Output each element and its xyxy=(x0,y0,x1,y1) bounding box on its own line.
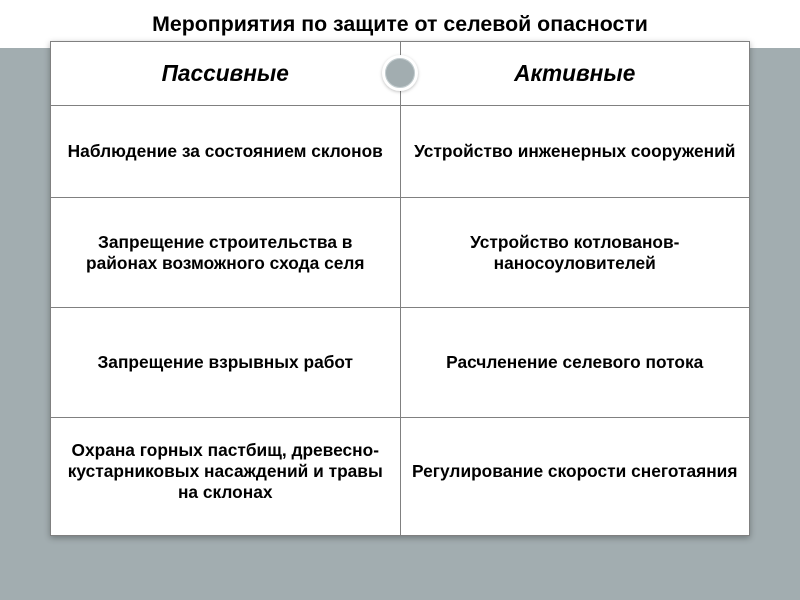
cell: Устройство инженерных сооружений xyxy=(400,106,750,198)
table-row: Наблюдение за состоянием склонов Устройс… xyxy=(51,106,750,198)
col-header-active: Активные xyxy=(400,42,750,106)
page-title: Мероприятия по защите от селевой опаснос… xyxy=(0,0,800,47)
col-header-passive: Пассивные xyxy=(51,42,401,106)
slide-background: Пассивные Активные Наблюдение за состоян… xyxy=(0,48,800,600)
cell: Расчленение селевого потока xyxy=(400,308,750,418)
table-row: Запрещение взрывных работ Расчленение се… xyxy=(51,308,750,418)
col-header-label: Пассивные xyxy=(162,60,289,86)
table-row: Запрещение строительства в районах возмо… xyxy=(51,198,750,308)
table-row: Охрана горных пастбищ, древесно-кустарни… xyxy=(51,418,750,536)
cell: Запрещение строительства в районах возмо… xyxy=(51,198,401,308)
center-sphere-icon xyxy=(382,55,418,91)
cell: Наблюдение за состоянием склонов xyxy=(51,106,401,198)
cell: Регулирование скорости снеготаяния xyxy=(400,418,750,536)
cell: Запрещение взрывных работ xyxy=(51,308,401,418)
measures-table: Пассивные Активные Наблюдение за состоян… xyxy=(50,41,750,536)
col-header-label: Активные xyxy=(514,60,635,86)
cell: Охрана горных пастбищ, древесно-кустарни… xyxy=(51,418,401,536)
cell: Устройство котлованов-наносоуловителей xyxy=(400,198,750,308)
table-card: Пассивные Активные Наблюдение за состоян… xyxy=(50,41,750,536)
